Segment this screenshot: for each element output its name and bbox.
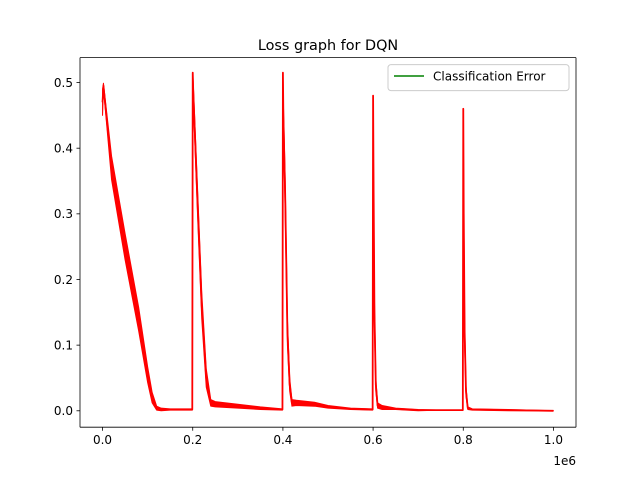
legend-label: Classification Error — [433, 70, 546, 84]
x-axis-ticks: 0.0 0.2 0.4 0.6 0.8 1.0 — [93, 427, 563, 447]
series-line — [101, 71, 554, 412]
x-tick-label: 0.2 — [183, 433, 202, 447]
x-tick-label: 1.0 — [544, 433, 563, 447]
plot-area — [80, 57, 576, 428]
y-tick-label: 0.2 — [54, 273, 73, 287]
y-tick-label: 0.0 — [54, 404, 73, 418]
y-tick-label: 0.5 — [54, 76, 73, 90]
y-tick-label: 0.3 — [54, 207, 73, 221]
x-offset-label: 1e6 — [553, 454, 576, 468]
y-tick-label: 0.1 — [54, 338, 73, 352]
x-tick-label: 0.4 — [273, 433, 292, 447]
legend-box — [387, 64, 570, 92]
series-layer — [101, 71, 554, 412]
axes-frame — [79, 57, 577, 428]
chart-title: Loss graph for DQN — [258, 38, 398, 54]
y-axis-ticks: 0.0 0.1 0.2 0.3 0.4 0.5 — [54, 76, 80, 418]
x-tick-label: 0.6 — [364, 433, 383, 447]
y-tick-label: 0.4 — [54, 141, 73, 155]
legend: Classification Error — [387, 64, 570, 92]
x-tick-label: 0.0 — [93, 433, 112, 447]
x-tick-label: 0.8 — [454, 433, 473, 447]
